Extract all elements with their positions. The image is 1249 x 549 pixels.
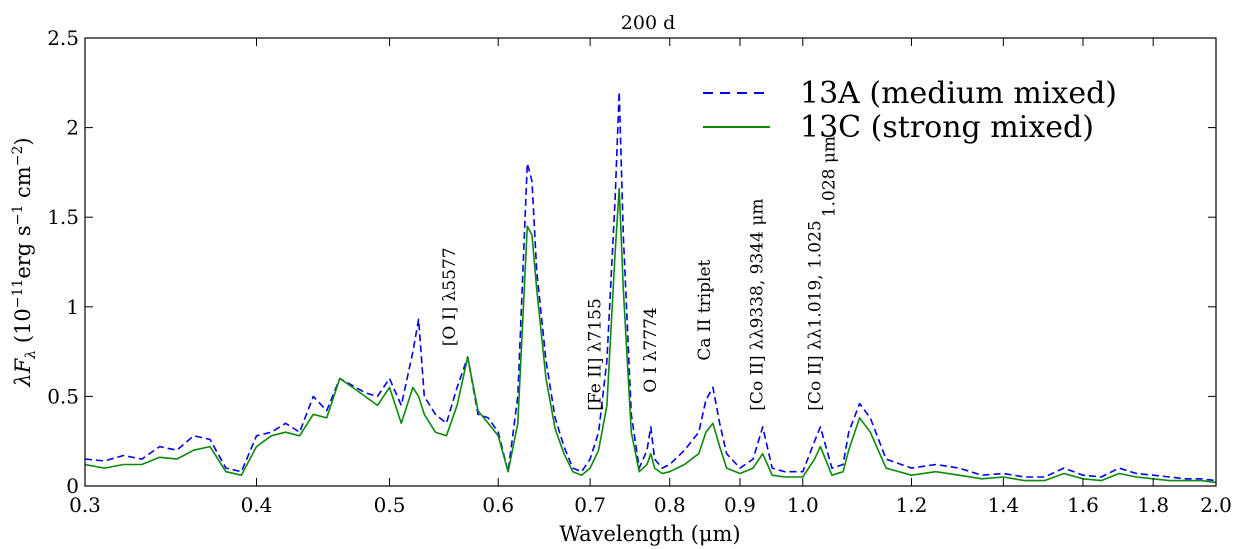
x-axis: 0.3 0.4 0.5 0.6 0.7 0.8 0.9 1.0 1.2 1.4 1.6 1.8 2.0: [69, 38, 1232, 517]
legend: 13A (medium mixed) 13C (strong mixed): [703, 76, 1117, 145]
plot-area: [O I] λ5577 [Fe II] λ7155 O I λ7774 Ca II t…: [84, 37, 1217, 487]
y-axis: 0 0.5 1 1.5 2 2.5: [47, 26, 1216, 498]
y-tick-label: 0.5: [47, 384, 79, 408]
line-annotation: [Co II] λλ9338, 9344 μm: [748, 198, 768, 410]
x-tick-label: 0.6: [482, 493, 514, 517]
x-tick-label: 2.0: [1200, 493, 1232, 517]
line-annotation: Ca II triplet: [695, 259, 715, 360]
chart-title: 200 d: [621, 12, 675, 34]
x-tick-label: 1.2: [896, 493, 928, 517]
line-annotation: [Co II] λλ1.019, 1.025: [805, 220, 825, 410]
x-tick-label: 0.9: [724, 493, 756, 517]
x-tick-label: 1.6: [1067, 493, 1099, 517]
series-layer: [85, 91, 1216, 484]
plot-frame: [84, 37, 1217, 487]
y-tick-label: 1: [66, 295, 79, 319]
y-tick-label: 1.5: [47, 205, 79, 229]
x-tick-label: 0.7: [574, 493, 606, 517]
line-annotation: [O I] λ5577: [440, 247, 460, 346]
x-tick-label: 0.3: [69, 493, 101, 517]
annotation-layer: [O I] λ5577 [Fe II] λ7155 O I λ7774 Ca II t…: [440, 136, 840, 411]
x-axis-label: Wavelength (μm): [559, 522, 740, 546]
y-tick-label: 2: [66, 116, 79, 140]
x-tick-label: 0.5: [374, 493, 406, 517]
legend-label-13c: 13C (strong mixed): [800, 110, 1094, 145]
x-tick-label: 1.0: [787, 493, 819, 517]
line-annotation: O I λ7774: [641, 307, 661, 393]
x-tick-label: 0.4: [241, 493, 273, 517]
y-tick-label: 2.5: [47, 26, 79, 50]
y-axis-label: λFλ (10−11erg s−1 cm−2): [10, 137, 39, 387]
line-annotation: 1.028 μm: [820, 136, 840, 217]
series-line-13c: [85, 187, 1216, 484]
x-tick-label: 1.4: [987, 493, 1019, 517]
legend-label-13a: 13A (medium mixed): [800, 76, 1117, 111]
series-line-13a: [85, 91, 1216, 482]
x-tick-label: 0.8: [654, 493, 686, 517]
line-annotation: [Fe II] λ7155: [585, 298, 605, 410]
x-tick-label: 1.8: [1137, 493, 1169, 517]
y-tick-label: 0: [66, 474, 79, 498]
